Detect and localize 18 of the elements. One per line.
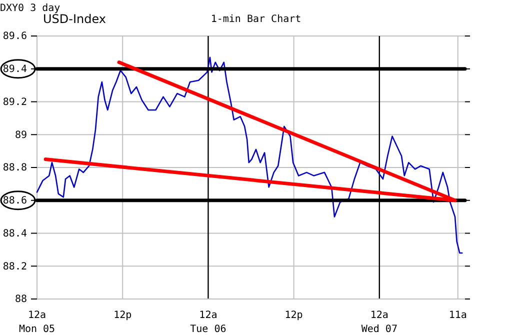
x-tick-label: 12p (284, 310, 303, 322)
text: DXY0 3 day (0, 3, 60, 14)
y-tick-label: 89.4 (2, 64, 27, 76)
y-tick-label: 88.4 (2, 228, 27, 240)
y-tick-label: 88.2 (2, 261, 27, 272)
y-tick-label: 88 (14, 294, 27, 306)
x-tick-label: 12p (114, 310, 132, 322)
x-tick-label: 11a (448, 310, 467, 322)
y-tick-label: 89 (14, 130, 27, 141)
y-tick-label: 89.6 (2, 31, 27, 42)
x-tick-label: 12a Wed 07 (361, 310, 398, 335)
x-tick-label: 12a Tue 06 (190, 310, 226, 335)
chart-title: 1-min Bar Chart (210, 14, 302, 25)
y-tick-label: 88.8 (2, 162, 27, 174)
chart-subtitle: USD-Index (43, 12, 106, 26)
x-tick-label: 12a Mon 05 (18, 310, 56, 335)
y-tick-label: 89.2 (2, 96, 27, 108)
y-tick-label: 88.6 (2, 196, 27, 207)
